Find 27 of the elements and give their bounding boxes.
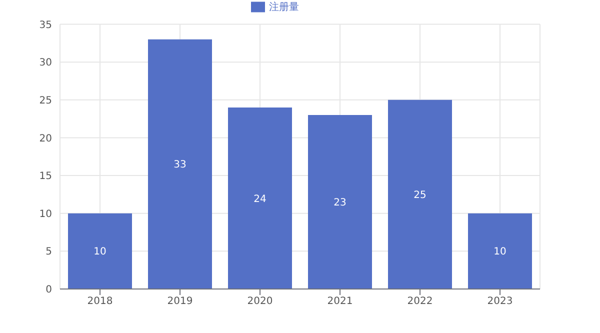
x-tick-label: 2022 bbox=[407, 296, 433, 308]
data-label: 24 bbox=[254, 194, 266, 205]
data-label: 33 bbox=[174, 160, 186, 171]
x-tick-label: 2018 bbox=[87, 296, 113, 308]
bar bbox=[68, 213, 132, 289]
x-tick-label: 2019 bbox=[167, 296, 193, 308]
y-tick-label: 15 bbox=[39, 171, 52, 182]
data-label: 10 bbox=[94, 246, 106, 258]
y-tick-label: 25 bbox=[39, 95, 52, 106]
bar bbox=[468, 213, 532, 289]
y-tick-label: 0 bbox=[46, 284, 52, 296]
x-tick-label: 2023 bbox=[487, 296, 513, 308]
y-tick-label: 20 bbox=[39, 133, 52, 144]
y-tick-label: 5 bbox=[46, 246, 52, 258]
data-label: 10 bbox=[494, 246, 506, 258]
data-label: 23 bbox=[334, 198, 346, 209]
bar bbox=[228, 107, 292, 289]
y-tick-label: 35 bbox=[39, 20, 52, 31]
legend-label: 注册量 bbox=[269, 2, 299, 13]
data-label: 25 bbox=[414, 190, 426, 201]
y-tick-label: 30 bbox=[39, 58, 52, 69]
y-tick-label: 10 bbox=[39, 208, 52, 220]
bar bbox=[148, 39, 212, 289]
x-tick-label: 2021 bbox=[327, 296, 353, 308]
x-tick-label: 2020 bbox=[247, 296, 273, 308]
bar bbox=[308, 115, 372, 289]
bar bbox=[388, 100, 452, 289]
